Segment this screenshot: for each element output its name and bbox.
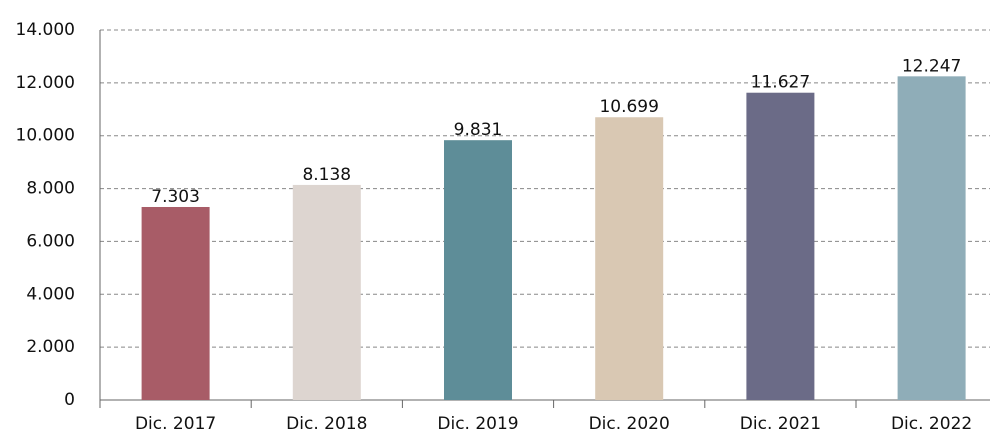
y-tick-label: 12.000 — [16, 73, 75, 93]
data-label: 12.247 — [902, 56, 961, 76]
data-label: 9.831 — [454, 120, 503, 140]
x-tick-label: Dic. 2020 — [589, 414, 670, 434]
bar — [444, 140, 512, 400]
bar — [141, 206, 210, 400]
x-tick-label: Dic. 2021 — [740, 414, 821, 434]
data-label: 7.303 — [151, 187, 200, 207]
x-tick-label: Dic. 2022 — [891, 414, 972, 434]
y-tick-label: 6.000 — [26, 231, 75, 251]
bar — [292, 184, 361, 400]
x-tick-label: Dic. 2018 — [286, 414, 367, 434]
data-label: 8.138 — [302, 165, 351, 185]
y-tick-label: 10.000 — [16, 126, 75, 146]
y-tick-label: 14.000 — [16, 20, 75, 40]
bar — [897, 76, 966, 400]
bar — [595, 117, 664, 400]
data-label: 11.627 — [751, 73, 810, 93]
y-tick-label: 8.000 — [26, 179, 75, 199]
y-tick-label: 2.000 — [26, 337, 75, 357]
x-tick-label: Dic. 2017 — [135, 414, 216, 434]
y-tick-label: 0 — [64, 390, 75, 410]
x-tick-label: Dic. 2019 — [437, 414, 518, 434]
bar — [746, 92, 815, 400]
y-tick-label: 4.000 — [26, 284, 75, 304]
data-label: 10.699 — [599, 97, 658, 117]
